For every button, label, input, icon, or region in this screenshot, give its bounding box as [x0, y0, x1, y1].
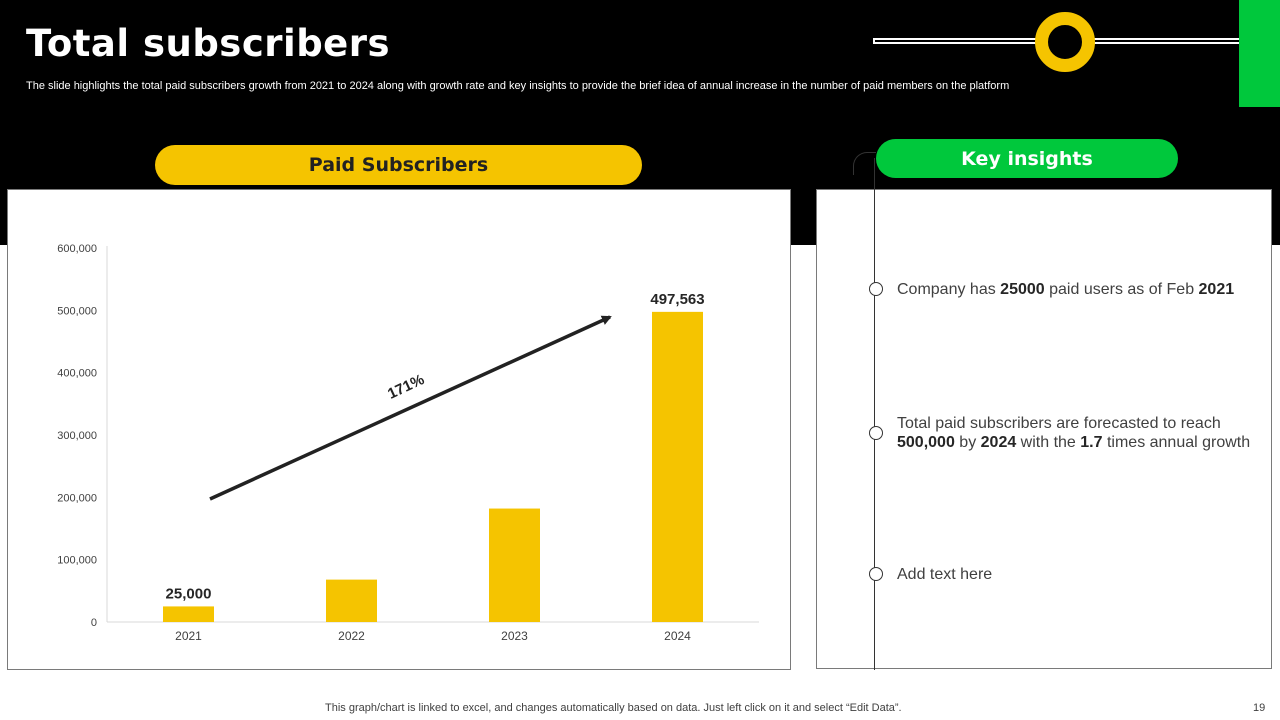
growth-arrow: [209, 315, 612, 501]
timeline-line: [874, 158, 875, 670]
y-tick-label: 400,000: [57, 368, 97, 380]
insights-panel: [816, 189, 1272, 669]
bar-chart[interactable]: 0 100,000 200,000 300,000 400,000 500,000 600,…: [8, 190, 792, 671]
x-tick-label: 2021: [175, 629, 202, 643]
timeline-dot: [869, 426, 883, 440]
y-tick-label: 100,000: [57, 555, 97, 567]
insight-1-text: Company has: [897, 281, 1001, 298]
bar-2022[interactable]: [326, 579, 377, 622]
x-tick-label: 2024: [664, 629, 691, 643]
timeline-dot: [869, 282, 883, 296]
y-tick-label: 200,000: [57, 492, 97, 504]
y-tick-label: 500,000: [57, 305, 97, 317]
data-label: 497,563: [650, 291, 704, 308]
decorative-green-block: [1239, 0, 1280, 107]
insight-2-bold-rate: 1.7: [1080, 434, 1103, 451]
footer-note: This graph/chart is linked to excel, and…: [325, 702, 902, 714]
data-label: 25,000: [166, 585, 212, 602]
insight-1-bold-year: 2021: [1198, 281, 1235, 298]
page-title: Total subscribers: [26, 22, 391, 65]
growth-annotation: 171%: [385, 371, 427, 403]
decorative-ring: [1035, 12, 1095, 72]
insight-item-3[interactable]: Add text here: [897, 566, 993, 583]
insight-2-line-1: Total paid subscribers are forecasted to…: [897, 415, 1221, 432]
bar-2024[interactable]: [652, 311, 703, 622]
insight-2-text-3: times annual growth: [1102, 434, 1251, 451]
y-tick-label: 300,000: [57, 430, 97, 442]
insight-2-bold-target: 500,000: [897, 434, 955, 451]
x-tick-label: 2023: [501, 629, 528, 643]
insight-1-bold-count: 25000: [1000, 281, 1045, 298]
bar-2023[interactable]: [489, 508, 540, 622]
chart-panel[interactable]: 0 100,000 200,000 300,000 400,000 500,000 600,…: [7, 189, 791, 670]
y-tick-label: 600,000: [57, 243, 97, 255]
insight-item-2: Total paid subscribers are forecasted to…: [897, 414, 1267, 452]
insight-2-text: by: [954, 434, 981, 451]
x-tick-label: 2022: [338, 629, 365, 643]
y-tick-label: 0: [91, 617, 97, 629]
insight-2-bold-year: 2024: [980, 434, 1017, 451]
insight-2-text-2: with the: [1016, 434, 1081, 451]
paid-subscribers-heading: Paid Subscribers: [155, 145, 642, 185]
insight-item-1: Company has 25000 paid users as of Feb 2…: [897, 280, 1267, 299]
bar-2021[interactable]: [163, 606, 214, 622]
insight-1-text-2: paid users as of Feb: [1044, 281, 1199, 298]
timeline-dot: [869, 567, 883, 581]
timeline-hook: [853, 152, 876, 175]
page-number: 19: [1253, 702, 1266, 714]
key-insights-heading: Key insights: [876, 139, 1178, 178]
page-subtitle: The slide highlights the total paid subs…: [26, 80, 1010, 92]
